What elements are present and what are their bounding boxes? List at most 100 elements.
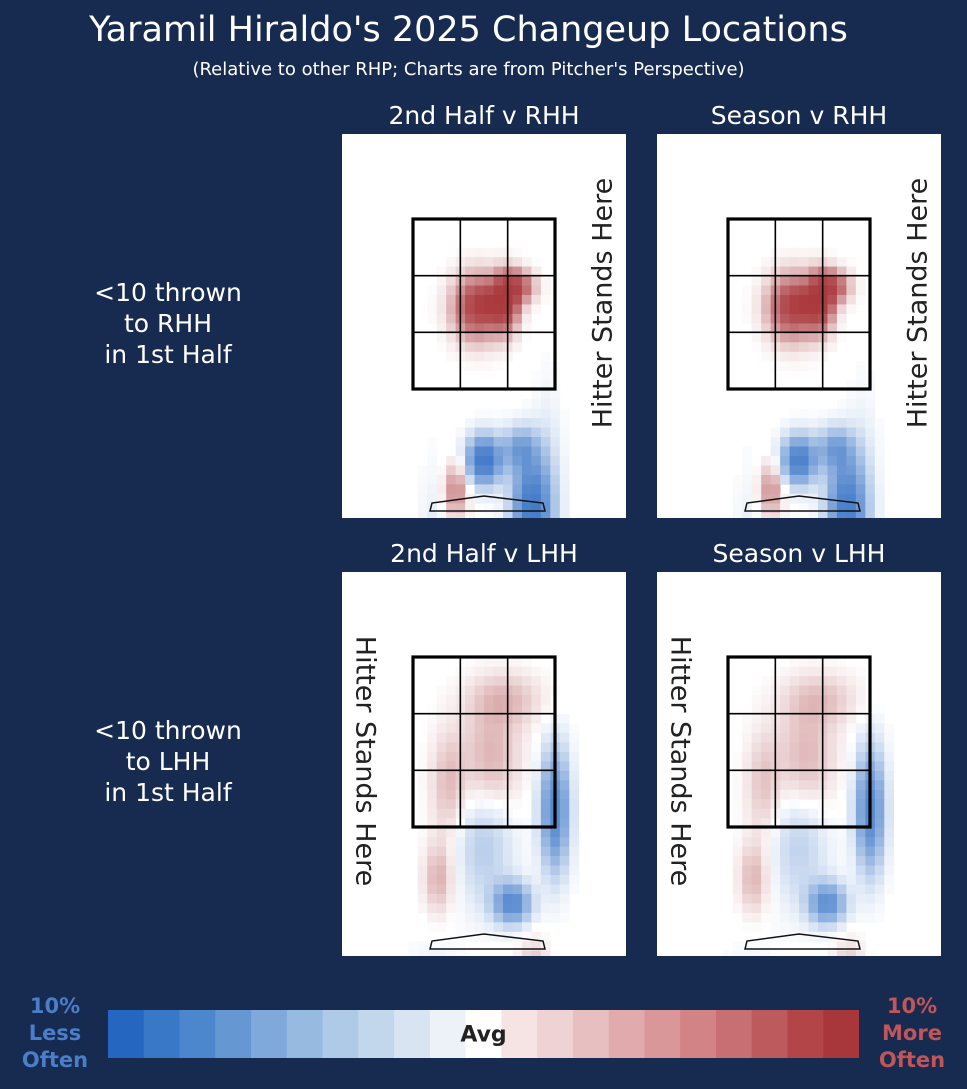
- heatmap-cell: [475, 752, 485, 762]
- heatmap-cell: [742, 780, 752, 790]
- heatmap-cell: [512, 686, 522, 696]
- heatmap-cell: [780, 686, 790, 696]
- heatmap-cell: [494, 828, 504, 838]
- heatmap-cell: [827, 286, 837, 296]
- heatmap-cell: [437, 894, 447, 904]
- heatmap-cell: [799, 304, 809, 314]
- heatmap-cell: [865, 866, 875, 876]
- heatmap-cell: [780, 276, 790, 286]
- heatmap-cell: [522, 913, 532, 923]
- heatmap-cell: [522, 856, 532, 866]
- heatmap-cell: [494, 409, 504, 419]
- heatmap-cell: [856, 456, 866, 466]
- heatmap-cell: [541, 276, 551, 286]
- heatmap-cell: [780, 342, 790, 352]
- heatmap-cell: [541, 352, 551, 362]
- heatmap-panel-season-rhh: Hitter Stands Here: [657, 134, 941, 518]
- heatmap-cell: [503, 885, 513, 895]
- heatmap-cell: [531, 742, 541, 752]
- heatmap-cell: [856, 686, 866, 696]
- heatmap-cell: [569, 752, 579, 762]
- heatmap-cell: [733, 513, 743, 518]
- heatmap-cell: [799, 894, 809, 904]
- heatmap-cell: [752, 465, 762, 475]
- heatmap-cell: [865, 475, 875, 485]
- heatmap-cell: [475, 866, 485, 876]
- heatmap-cell: [752, 951, 762, 956]
- heatmap-cell: [790, 361, 800, 371]
- heatmap-cell: [761, 780, 771, 790]
- heatmap-cell: [512, 847, 522, 857]
- heatmap-cell: [856, 733, 866, 743]
- heatmap-cell: [531, 286, 541, 296]
- heatmap-cell: [494, 922, 504, 932]
- heatmap-cell: [560, 475, 570, 485]
- heatmap-cell: [771, 456, 781, 466]
- heatmap-cell: [465, 304, 475, 314]
- heatmap-cell: [875, 475, 885, 485]
- heatmap-cell: [531, 809, 541, 819]
- heatmap-cell: [550, 828, 560, 838]
- heatmap-cell: [541, 951, 551, 956]
- heatmap-cell: [569, 828, 579, 838]
- heatmap-cell: [475, 885, 485, 895]
- heatmap-cell: [780, 752, 790, 762]
- heatmap-cell: [560, 456, 570, 466]
- heatmap-cell: [560, 885, 570, 895]
- heatmap-cell: [818, 513, 828, 518]
- heatmap-cell: [790, 809, 800, 819]
- heatmap-cell: [856, 437, 866, 447]
- heatmap-cell: [484, 494, 494, 504]
- heatmap-cell: [503, 828, 513, 838]
- heatmap-cell: [437, 714, 447, 724]
- heatmap-cell: [560, 903, 570, 913]
- heatmap-cell: [846, 847, 856, 857]
- heatmap-cell: [475, 657, 485, 667]
- heatmap-cell: [494, 866, 504, 876]
- heatmap-cell: [475, 828, 485, 838]
- heatmap-cell: [799, 295, 809, 305]
- heatmap-cell: [465, 447, 475, 457]
- heatmap-cell: [799, 276, 809, 286]
- heatmap-cell: [827, 714, 837, 724]
- heatmap-cell: [446, 295, 456, 305]
- heatmap-cell: [427, 456, 437, 466]
- heatmap-cell: [827, 790, 837, 800]
- heatmap-cell: [875, 847, 885, 857]
- heatmap-cell: [733, 790, 743, 800]
- heatmap-cell: [846, 875, 856, 885]
- heatmap-cell: [884, 771, 894, 781]
- heatmap-cell: [761, 790, 771, 800]
- heatmap-cell: [541, 399, 551, 409]
- heatmap-cell: [837, 903, 847, 913]
- heatmap-cell: [446, 352, 456, 362]
- heatmap-cell: [875, 780, 885, 790]
- heatmap-cell: [475, 724, 485, 734]
- heatmap-cell: [437, 484, 447, 494]
- heatmap-cell: [512, 494, 522, 504]
- heatmap-cell: [761, 352, 771, 362]
- heatmap-cell: [437, 847, 447, 857]
- heatmap-cell: [827, 771, 837, 781]
- heatmap-cell: [790, 695, 800, 705]
- heatmap-cell: [494, 248, 504, 258]
- heatmap-cell: [484, 847, 494, 857]
- heatmap-cell: [512, 780, 522, 790]
- colorbar-swatch: [358, 1010, 394, 1058]
- heatmap-cell: [475, 276, 485, 286]
- heatmap-cell: [560, 828, 570, 838]
- heatmap-cell: [512, 866, 522, 876]
- heatmap-cell: [846, 724, 856, 734]
- heatmap-cell: [484, 248, 494, 258]
- heatmap-cell: [875, 705, 885, 715]
- heatmap-cell: [856, 742, 866, 752]
- heatmap-cell: [752, 333, 762, 343]
- heatmap-cell: [799, 828, 809, 838]
- heatmap-cell: [494, 856, 504, 866]
- heatmap-cell: [560, 513, 570, 518]
- heatmap-cell: [809, 686, 819, 696]
- heatmap-cell: [799, 657, 809, 667]
- heatmap-cell: [484, 932, 494, 942]
- heatmap-cell: [818, 447, 828, 457]
- heatmap-cell: [475, 932, 485, 942]
